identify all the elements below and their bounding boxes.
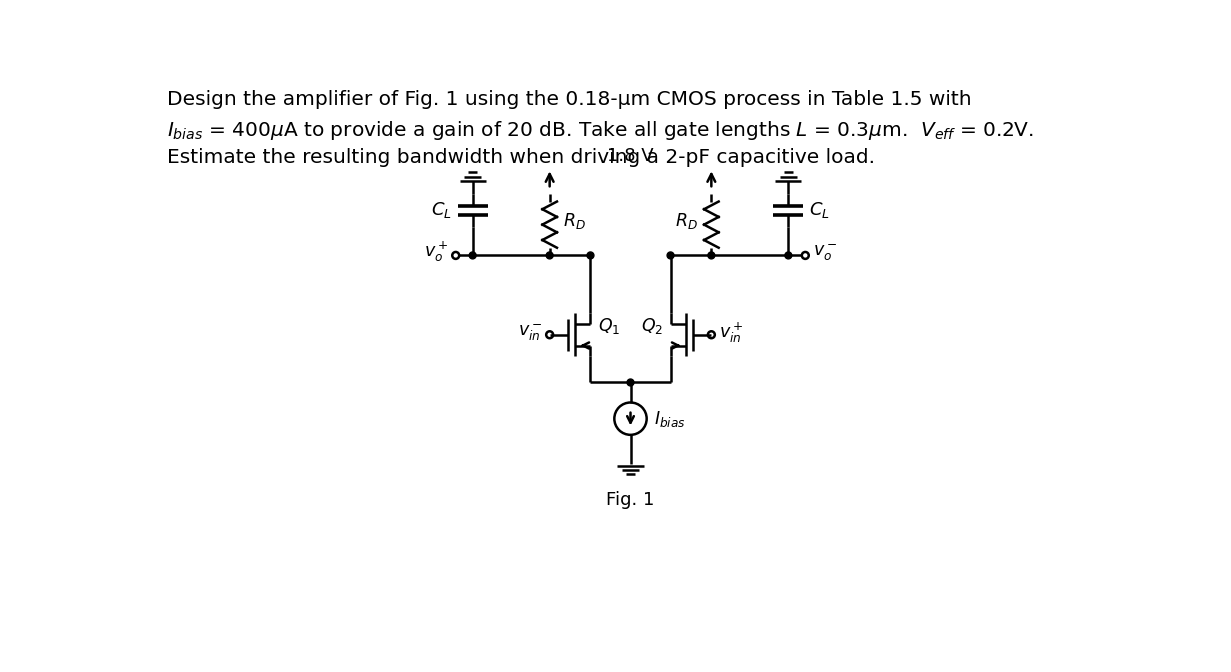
Circle shape xyxy=(785,252,792,259)
Circle shape xyxy=(587,252,593,259)
Text: Design the amplifier of Fig. 1 using the 0.18-μm CMOS process in Table 1.5 with: Design the amplifier of Fig. 1 using the… xyxy=(167,90,971,109)
Circle shape xyxy=(708,252,715,259)
Text: $Q_2$: $Q_2$ xyxy=(640,315,662,335)
Text: $v_o^-$: $v_o^-$ xyxy=(812,242,837,263)
Text: 1.8 V: 1.8 V xyxy=(607,146,654,165)
Circle shape xyxy=(627,379,634,386)
Text: $v_{in}^-$: $v_{in}^-$ xyxy=(517,322,542,343)
Circle shape xyxy=(667,252,675,259)
Text: $I_{bias}$ = 400$\mu$A to provide a gain of 20 dB. Take all gate lengths $L$ = 0: $I_{bias}$ = 400$\mu$A to provide a gain… xyxy=(167,119,1034,142)
Text: $Q_1$: $Q_1$ xyxy=(598,315,620,335)
Circle shape xyxy=(469,252,476,259)
Text: Fig. 1: Fig. 1 xyxy=(607,491,655,509)
Text: $v_{in}^+$: $v_{in}^+$ xyxy=(719,321,744,345)
Text: Estimate the resulting bandwidth when driving a 2-pF capacitive load.: Estimate the resulting bandwidth when dr… xyxy=(167,148,875,167)
Text: $C_L$: $C_L$ xyxy=(809,200,830,220)
Text: $R_D$: $R_D$ xyxy=(563,211,586,230)
Text: $R_D$: $R_D$ xyxy=(676,211,698,230)
Circle shape xyxy=(547,252,553,259)
Text: $I_{bias}$: $I_{bias}$ xyxy=(654,409,686,429)
Text: $v_o^+$: $v_o^+$ xyxy=(423,240,448,265)
Text: $C_L$: $C_L$ xyxy=(431,200,452,220)
